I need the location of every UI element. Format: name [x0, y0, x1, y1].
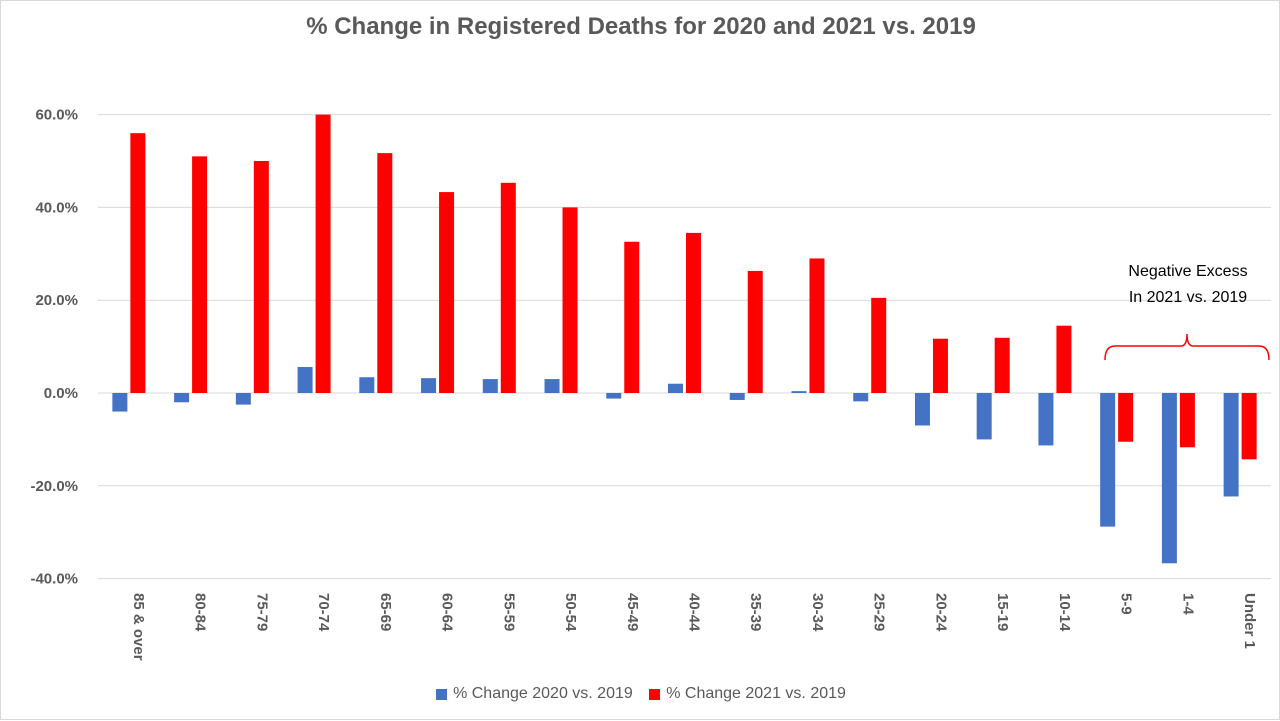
- bar-2021: [932, 338, 948, 393]
- bar-2020: [1161, 393, 1177, 564]
- legend-swatch-2021: [649, 688, 661, 700]
- bar-2021: [624, 241, 640, 393]
- bar-2021: [686, 232, 701, 393]
- bar-2021: [1118, 393, 1134, 442]
- bar-2020: [297, 367, 313, 393]
- bar-2021: [253, 161, 269, 393]
- bar-2021: [315, 114, 331, 393]
- legend-label-2021: % Change 2021 vs. 2019: [666, 685, 846, 702]
- y-tick-label: -20.0%: [30, 478, 78, 495]
- y-tick-label: 20.0%: [35, 292, 78, 309]
- chart-legend: % Change 2020 vs. 2019 % Change 2021 vs.…: [1, 685, 1280, 705]
- legend-item-2020: % Change 2020 vs. 2019: [436, 685, 633, 703]
- bar-2020: [544, 379, 560, 393]
- x-tick-label: 25-29: [871, 593, 888, 631]
- x-tick-label: Under 1: [1241, 593, 1258, 649]
- bar-2020: [1100, 393, 1116, 527]
- bar-2021: [809, 258, 825, 393]
- bar-2020: [606, 393, 622, 399]
- bar-2020: [1038, 393, 1054, 446]
- legend-label-2020: % Change 2020 vs. 2019: [453, 685, 633, 702]
- bar-2020: [791, 391, 807, 393]
- bar-2020: [421, 378, 437, 393]
- bar-2020: [174, 393, 190, 403]
- annotation-text: In 2021 vs. 2019: [1129, 289, 1247, 306]
- x-tick-label: 20-24: [932, 593, 949, 632]
- x-tick-label: 30-34: [809, 593, 826, 632]
- x-tick-label: 85 & over: [130, 593, 147, 661]
- bar-2020: [235, 393, 251, 405]
- bar-2021: [747, 270, 763, 393]
- bar-2021: [1241, 393, 1257, 460]
- bar-2021: [377, 153, 393, 393]
- bar-2020: [914, 393, 930, 426]
- bar-2021: [994, 337, 1010, 393]
- y-tick-label: 0.0%: [44, 385, 78, 402]
- legend-swatch-2020: [436, 688, 448, 700]
- x-tick-label: 15-19: [994, 593, 1011, 631]
- bar-2021: [500, 182, 516, 393]
- bar-2021: [871, 297, 887, 393]
- bar-2020: [976, 393, 992, 440]
- y-tick-label: -40.0%: [30, 571, 78, 588]
- y-tick-label: 60.0%: [35, 107, 78, 124]
- x-tick-label: 45-49: [624, 593, 641, 631]
- x-tick-label: 10-14: [1056, 593, 1073, 632]
- chart-title: % Change in Registered Deaths for 2020 a…: [306, 13, 976, 40]
- bar-2021: [562, 207, 578, 393]
- bar-2021: [192, 156, 208, 393]
- bar-2020: [1223, 393, 1239, 497]
- bar-2020: [359, 377, 375, 393]
- bar-2021: [1056, 325, 1072, 393]
- annotation-bracket: [1104, 333, 1270, 361]
- x-tick-label: 70-74: [315, 593, 332, 632]
- x-tick-label: 1-4: [1179, 593, 1196, 615]
- bar-2021: [1179, 393, 1195, 448]
- bar-2020: [482, 379, 498, 393]
- x-tick-label: 5-9: [1118, 593, 1135, 615]
- bar-2021: [130, 133, 146, 393]
- annotation-text: Negative Excess: [1128, 263, 1247, 280]
- bar-2020: [853, 393, 869, 402]
- x-tick-label: 40-44: [686, 593, 703, 632]
- x-tick-label: 60-64: [439, 593, 456, 632]
- bar-2020: [729, 393, 745, 400]
- x-tick-label: 35-39: [747, 593, 764, 631]
- x-tick-label: 80-84: [192, 593, 209, 632]
- x-tick-label: 55-59: [500, 593, 517, 631]
- y-tick-label: 40.0%: [35, 199, 78, 216]
- x-tick-label: 65-69: [377, 593, 394, 631]
- bar-2020: [668, 383, 683, 393]
- bar-2021: [439, 192, 455, 393]
- legend-item-2021: % Change 2021 vs. 2019: [649, 685, 846, 703]
- bar-2020: [112, 393, 128, 412]
- x-tick-label: 50-54: [562, 593, 579, 632]
- x-tick-label: 75-79: [253, 593, 270, 631]
